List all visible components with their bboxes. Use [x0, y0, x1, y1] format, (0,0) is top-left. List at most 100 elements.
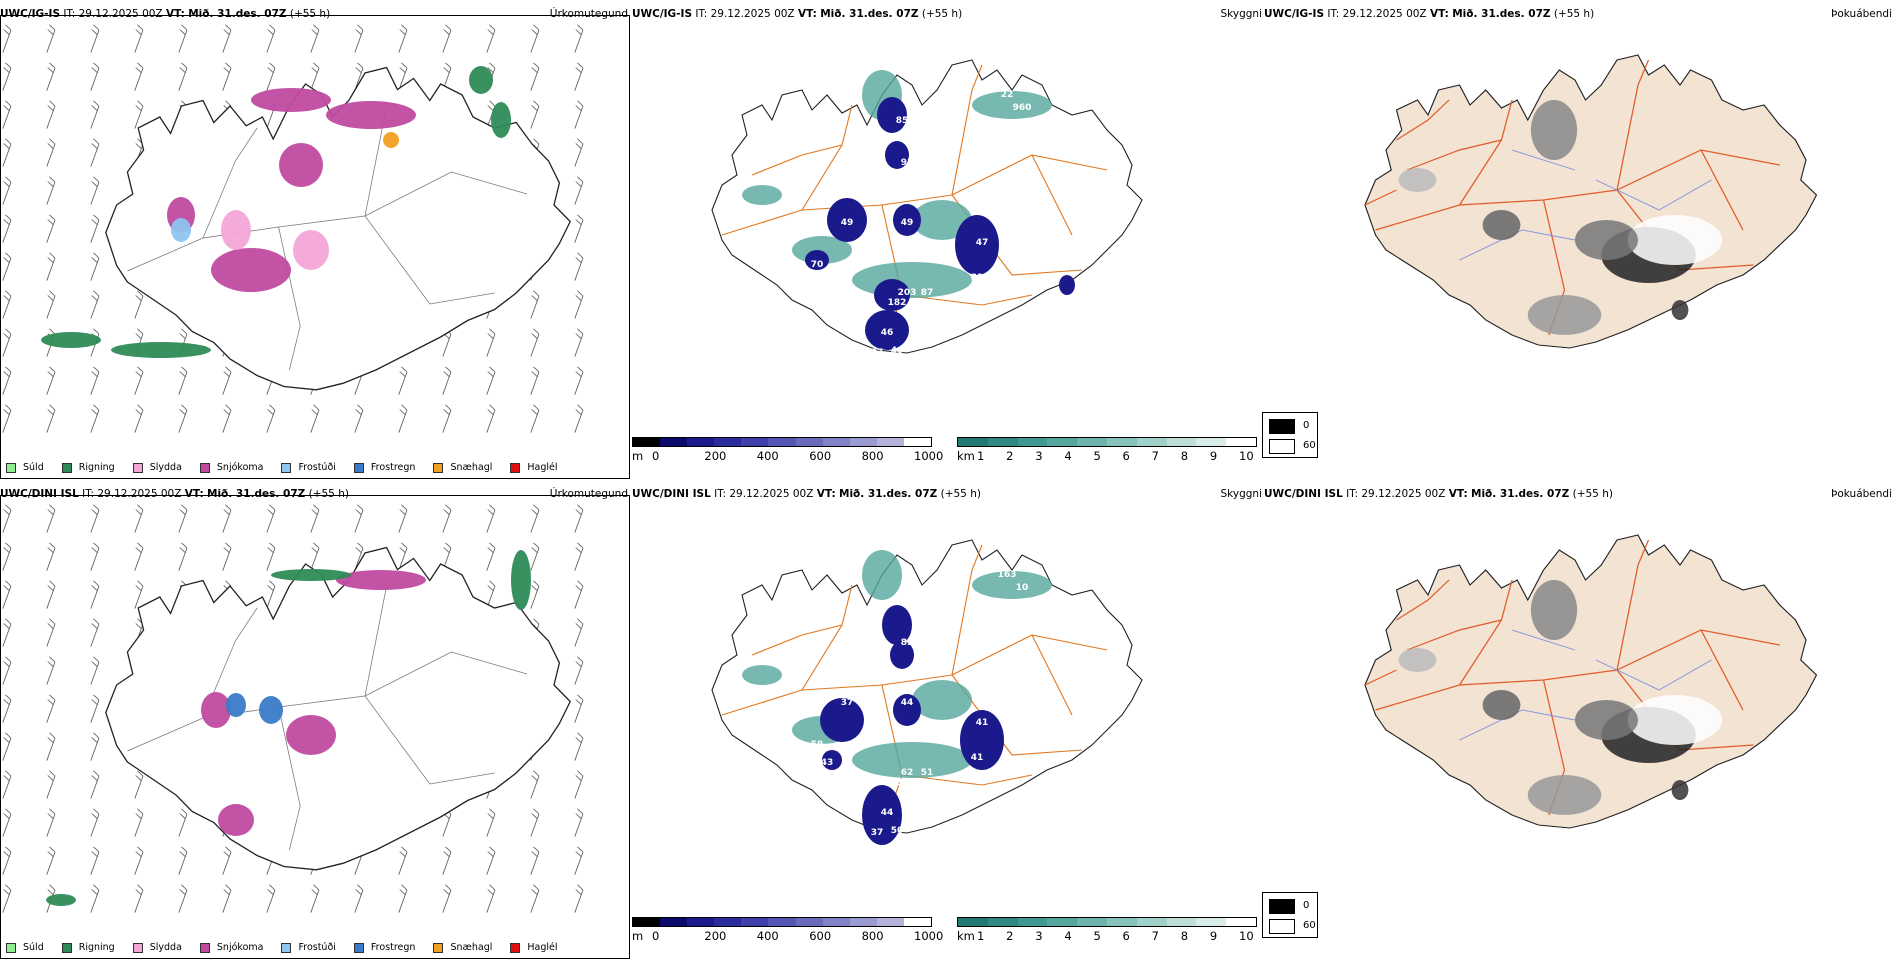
- wind-barb: [574, 580, 584, 609]
- colorbar-tick: 200: [704, 929, 727, 943]
- wind-barb: [310, 24, 320, 53]
- legend-swatch: [6, 462, 16, 473]
- ceiling-value-label: 41: [971, 753, 984, 763]
- wind-barb: [134, 24, 144, 53]
- colorbar-tick: 600: [809, 449, 832, 463]
- legend-item: Frostúði: [281, 942, 336, 953]
- low-ceiling-area: [865, 310, 909, 350]
- wind-barb: [90, 176, 100, 205]
- wind-barb: [266, 884, 276, 913]
- colorbar-tick: 4: [1064, 449, 1072, 463]
- header-it-label: IT:: [695, 8, 708, 20]
- precip-area: [271, 569, 351, 581]
- ceiling-value-label: 22: [1001, 90, 1014, 100]
- precip-area: [286, 715, 336, 755]
- header-it: 29.12.2025 00Z: [97, 488, 182, 500]
- legend-item: Snjókoma: [199, 942, 263, 953]
- precip-area: [469, 66, 493, 94]
- legend-item: Snæhagl: [433, 462, 492, 473]
- fog-legend-swatch: [1269, 919, 1295, 934]
- wind-barb: [46, 846, 56, 875]
- wind-barb: [90, 252, 100, 281]
- low-ceiling-area: [820, 698, 864, 742]
- fog-index-panel: UWC/DINI ISL IT: 29.12.2025 00Z VT: Mið.…: [1262, 480, 1892, 960]
- legend-label: Slydda: [149, 942, 182, 953]
- wind-barb: [222, 504, 232, 533]
- colorbar-gradient: [632, 917, 932, 927]
- legend-swatch: [6, 942, 16, 953]
- ceiling-value-label: 41: [976, 718, 989, 728]
- precip-map: [2, 504, 584, 913]
- colorbar-gradient: [957, 437, 1257, 447]
- header-vt: Mið. 31.des. 07Z: [1471, 488, 1570, 500]
- fog-index-area: [1530, 580, 1578, 640]
- wind-barb: [46, 62, 56, 91]
- wind-barb: [398, 366, 408, 395]
- panel-title-fog: Þokuábendi: [1831, 8, 1892, 20]
- wind-barb: [46, 694, 56, 723]
- rivers: [1459, 149, 1712, 261]
- fog-legend-value: 0: [1303, 420, 1310, 431]
- fog-legend-swatch: [1269, 439, 1295, 454]
- precip-header-area: UWC/DINI ISL IT: 29.12.2025 00Z VT: Mið.…: [0, 480, 632, 510]
- wind-barb: [530, 62, 540, 91]
- wind-barb: [310, 542, 320, 571]
- ceiling-value-label: 37: [841, 698, 854, 708]
- wind-barb: [46, 732, 56, 761]
- wind-barb: [2, 732, 12, 761]
- header-it-label: IT:: [82, 488, 95, 500]
- legend-item: Frostregn: [353, 462, 415, 473]
- wind-barb: [530, 770, 540, 799]
- header-it-label: IT:: [1346, 488, 1359, 500]
- wind-barb: [530, 24, 540, 53]
- ceiling-value-label: 40: [891, 346, 904, 356]
- panel-title-precip: Úrkomutegund: [549, 488, 628, 500]
- low-ceiling-area: [890, 641, 914, 669]
- header-lead: (+55 h): [921, 8, 963, 20]
- low-visibility-area: [852, 742, 972, 778]
- precip-area: [201, 692, 231, 728]
- legend-swatch: [433, 462, 444, 473]
- low-visibility-area: [862, 550, 902, 600]
- wind-barb: [222, 62, 232, 91]
- panel-title-visibility: Skyggni: [1220, 488, 1263, 500]
- fog-index-area: [1627, 695, 1722, 745]
- fog-index-area: [1575, 220, 1638, 260]
- wind-barb: [2, 404, 12, 433]
- legend-swatch: [510, 942, 521, 953]
- wind-barb: [530, 846, 540, 875]
- header-vt: Mið. 31.des. 07Z: [820, 8, 919, 20]
- colorbar-tick: 0: [652, 449, 660, 463]
- wind-barb: [134, 884, 144, 913]
- wind-barb: [134, 290, 144, 319]
- wind-barb: [574, 214, 584, 243]
- ceiling-value-label: 91: [896, 596, 909, 606]
- precip-type-panel: Súld Rigning Slydda Snjókoma Frostúði Frostre…: [0, 15, 632, 480]
- colorbar-tick: 200: [704, 449, 727, 463]
- colorbar-tick: 7: [1151, 449, 1159, 463]
- precip-legend: Súld Rigning Slydda Snjókoma Frostúði Frostre…: [6, 462, 576, 473]
- ceiling-value-label: 57: [821, 278, 834, 288]
- wind-barb: [134, 62, 144, 91]
- wind-barb: [266, 404, 276, 433]
- fog-index-area: [1527, 295, 1602, 335]
- wind-barb: [46, 808, 56, 837]
- wind-barb: [46, 214, 56, 243]
- ceiling-value-label: 82: [971, 273, 984, 283]
- header-lead: (+55 h): [940, 488, 981, 500]
- fog-index-area: [1575, 700, 1638, 740]
- wind-barb: [90, 656, 100, 685]
- wind-barb: [530, 808, 540, 837]
- precip-area: [41, 332, 101, 348]
- ceiling-value-label: 49: [841, 218, 854, 228]
- wind-barb: [2, 100, 12, 129]
- colorbar-tick: 6: [1122, 929, 1130, 943]
- colorbar-tick: 7: [1151, 929, 1159, 943]
- fog-legend-value: 60: [1303, 440, 1316, 451]
- legend-item: Súld: [6, 942, 44, 953]
- panel-title-visibility: Skyggni: [1220, 8, 1263, 20]
- precip-area: [336, 570, 426, 590]
- wind-barb: [178, 884, 188, 913]
- precip-area: [511, 550, 531, 610]
- legend-label: Súld: [23, 942, 44, 953]
